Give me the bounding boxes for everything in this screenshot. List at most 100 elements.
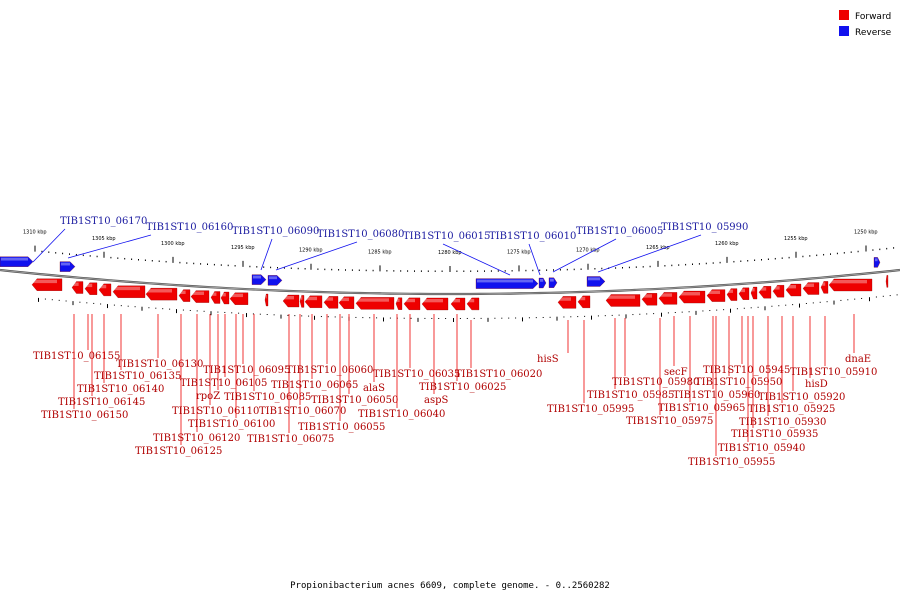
scale-lower-tick [453, 317, 454, 322]
gene-arrow-shine [100, 284, 107, 289]
scale-lower-tick [362, 317, 364, 319]
forward-gene-label: TIB1ST10_06085 [224, 392, 311, 403]
gene-arrow-body [738, 287, 750, 300]
scale-lower-tick [466, 317, 468, 319]
scale-lower-tick [65, 300, 67, 302]
gene-arrow [785, 283, 802, 297]
scale-label: 1310 kbp [23, 230, 47, 236]
gene-arrow-body [229, 292, 249, 305]
gene-arrow [758, 286, 772, 299]
gene-arrow-body [586, 276, 606, 287]
gene-arrow-body [828, 278, 873, 292]
gene-arrow-shine [231, 293, 243, 298]
reverse-leader-line [442, 243, 511, 276]
scale-label: 1285 kbp [368, 249, 392, 255]
scale-label: 1265 kbp [646, 245, 670, 251]
scale-lower-tick [584, 315, 586, 317]
scale-lower-tick [113, 304, 115, 306]
forward-gene-label: TIB1ST10_05930 [739, 417, 826, 428]
scale-lower-tick [203, 310, 205, 312]
scale-lower-tick [120, 305, 122, 307]
gene-arrow [450, 297, 466, 311]
scale-lower-tick [563, 316, 565, 318]
scale-lower-tick [785, 304, 787, 306]
forward-gene-label: TIB1ST10_06060 [286, 365, 373, 376]
forward-gene-label: TIB1ST10_05975 [626, 416, 713, 427]
forward-gene-label: TIB1ST10_06140 [77, 384, 164, 395]
scale-lower-tick [127, 305, 129, 307]
reverse-leader-line [275, 241, 358, 271]
scale-lower-tick [591, 315, 592, 320]
gene-arrow [71, 281, 84, 294]
scale-lower-tick [674, 312, 676, 314]
scale-lower-tick [618, 314, 620, 316]
gene-arrow-body [251, 274, 267, 285]
gene-arrow-body [678, 290, 706, 304]
scale-lower-tick [632, 314, 634, 316]
scale-lower-tick [86, 302, 88, 304]
forward-gene-label: TIB1ST10_06035 [373, 369, 460, 380]
gene-arrow [267, 275, 283, 286]
gene-arrow [403, 297, 421, 310]
gene-arrow-body [145, 287, 178, 301]
scale-lower-tick [778, 305, 780, 307]
forward-gene-label: TIB1ST10_05985 [587, 390, 674, 401]
gene-arrow-body [0, 256, 34, 267]
scale-lower-tick [176, 309, 177, 314]
forward-gene-label: TIB1ST10_06095 [203, 365, 290, 376]
scale-lower-tick [246, 313, 247, 318]
forward-gene-label: hisD [805, 379, 828, 390]
scale-lower-tick [501, 317, 503, 319]
gene-arrow-shine [822, 282, 826, 286]
scale-lower-tick [819, 301, 821, 303]
scale-lower-tick [597, 315, 599, 317]
reverse-gene-label: TIB1ST10_05990 [661, 222, 748, 233]
gene-arrow-body [658, 292, 678, 305]
gene-arrow [210, 291, 221, 304]
scale-lower-tick [355, 316, 357, 318]
scale-lower-tick [515, 317, 517, 319]
gene-arrow-body [706, 289, 726, 302]
scale-lower-tick [320, 316, 322, 318]
gene-arrow-body [475, 278, 539, 289]
scale-lower-tick [847, 299, 849, 301]
gene-arrow-shine [1, 257, 28, 261]
gene-arrow [299, 295, 305, 308]
forward-gene-labels: TIB1ST10_06155 TIB1ST10_06150 TIB1ST10_061… [33, 314, 877, 468]
forward-gene-label: TIB1ST10_05955 [688, 457, 775, 468]
gene-arrow-body [98, 283, 112, 297]
gene-arrow-body [220, 291, 230, 305]
scale-lower-tick [577, 316, 579, 318]
scale-lower-tick [334, 316, 336, 318]
gene-arrow [98, 283, 112, 297]
gene-arrow-body [538, 277, 547, 289]
gene-arrow [0, 256, 34, 267]
legend-reverse-swatch [839, 26, 849, 36]
scale-lower-tick [134, 306, 136, 308]
scale-lower-tick [556, 316, 558, 321]
forward-gene-label: TIB1ST10_06020 [455, 369, 542, 380]
gene-arrow-shine [875, 258, 878, 262]
gene-arrow-shine [550, 278, 554, 282]
scale-lower-tick [72, 301, 74, 306]
legend-forward-swatch [839, 10, 849, 20]
gene-arrow-shine [73, 282, 79, 286]
gene-arrow-body [548, 277, 558, 288]
scale-label: 1290 kbp [299, 248, 323, 254]
scale-ruler: 1310 kbp 1305 kbp 1300 kbp 1295 kbp 1290 kbp… [23, 229, 898, 322]
scale-lower-tick [646, 313, 648, 315]
gene-arrow-body [395, 297, 403, 310]
gene-arrow [738, 287, 750, 300]
gene-arrow-shine [760, 287, 767, 291]
gene-arrow-shine [269, 276, 277, 280]
gene-arrow [466, 297, 480, 311]
scale-lower-tick [799, 303, 800, 308]
scale-lower-tick [840, 299, 842, 301]
gene-arrow [145, 287, 178, 301]
scale-lower-tick [792, 304, 794, 306]
gene-arrow-shine [728, 289, 733, 293]
forward-gene-label: TIB1ST10_06050 [311, 395, 398, 406]
gene-arrow-body [605, 294, 641, 307]
scale-lower-tick [494, 317, 496, 319]
reverse-gene-label: TIB1ST10_06010 [489, 231, 576, 242]
